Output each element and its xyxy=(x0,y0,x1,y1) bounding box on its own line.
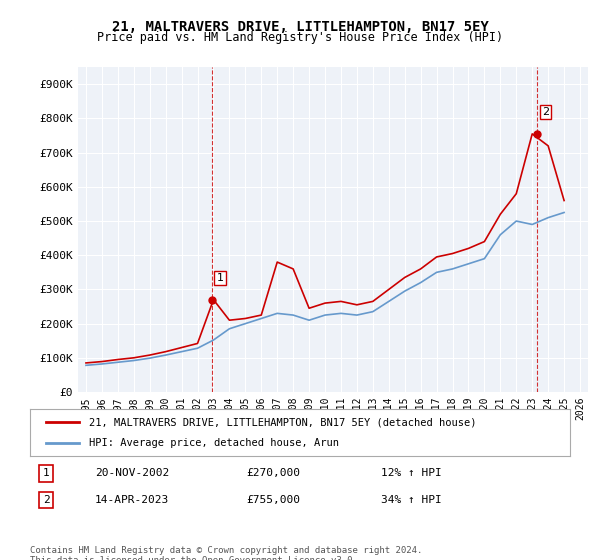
Text: £270,000: £270,000 xyxy=(246,468,300,478)
Text: 14-APR-2023: 14-APR-2023 xyxy=(95,495,169,505)
Text: 1: 1 xyxy=(217,273,224,283)
Text: £755,000: £755,000 xyxy=(246,495,300,505)
Text: 2: 2 xyxy=(542,107,549,117)
Text: 2: 2 xyxy=(43,495,50,505)
Text: 1: 1 xyxy=(43,468,50,478)
Text: 34% ↑ HPI: 34% ↑ HPI xyxy=(381,495,442,505)
Text: Contains HM Land Registry data © Crown copyright and database right 2024.
This d: Contains HM Land Registry data © Crown c… xyxy=(30,546,422,560)
Text: 21, MALTRAVERS DRIVE, LITTLEHAMPTON, BN17 5EY: 21, MALTRAVERS DRIVE, LITTLEHAMPTON, BN1… xyxy=(112,20,488,34)
Text: 12% ↑ HPI: 12% ↑ HPI xyxy=(381,468,442,478)
Text: Price paid vs. HM Land Registry's House Price Index (HPI): Price paid vs. HM Land Registry's House … xyxy=(97,31,503,44)
Text: 20-NOV-2002: 20-NOV-2002 xyxy=(95,468,169,478)
Text: HPI: Average price, detached house, Arun: HPI: Average price, detached house, Arun xyxy=(89,438,340,448)
Text: 21, MALTRAVERS DRIVE, LITTLEHAMPTON, BN17 5EY (detached house): 21, MALTRAVERS DRIVE, LITTLEHAMPTON, BN1… xyxy=(89,417,477,427)
